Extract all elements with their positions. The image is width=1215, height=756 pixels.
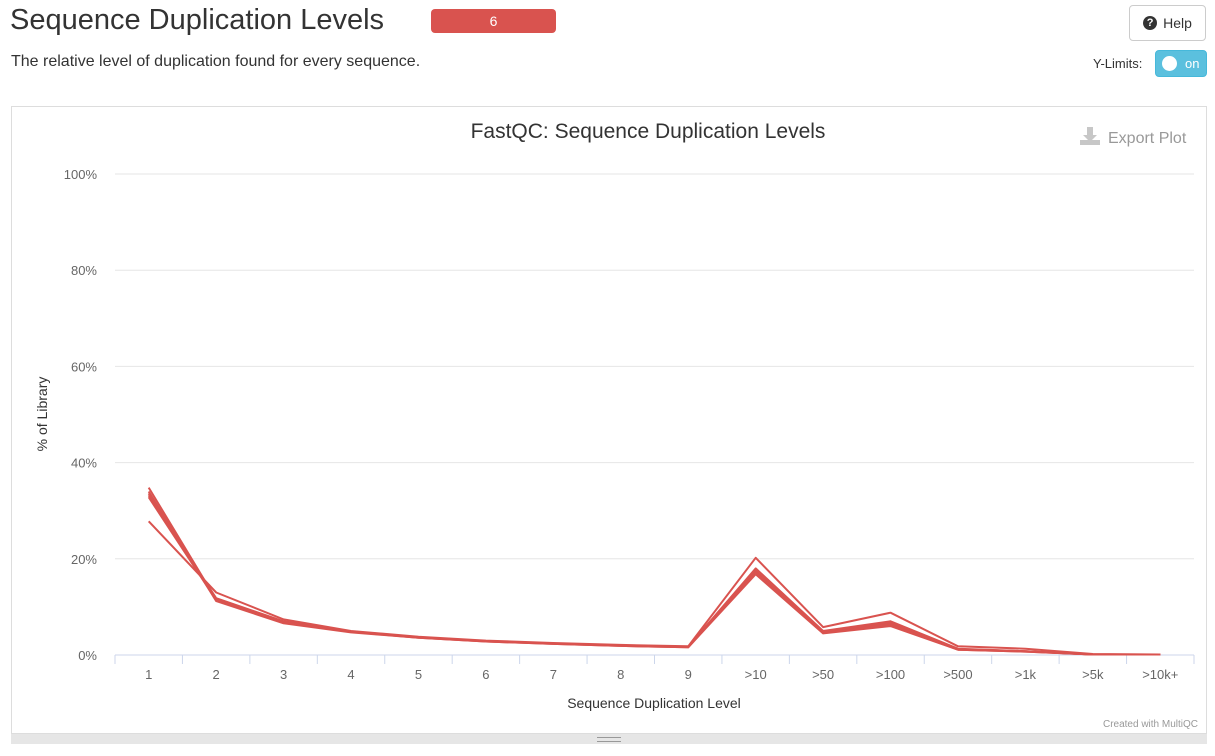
export-plot-label: Export Plot <box>1108 130 1187 147</box>
grip-icon <box>597 736 621 742</box>
x-axis: 1 2 3 4 5 6 7 8 9 >10 >50 >100 >500 >1k >5k >10k+ <box>114 654 1195 682</box>
question-circle-icon: ? <box>1143 16 1158 30</box>
series-lines <box>147 487 1161 656</box>
series-line-1[interactable] <box>147 487 1161 656</box>
x-tick-label: 1 <box>145 667 152 682</box>
series-line-5[interactable] <box>147 492 1161 656</box>
y-tick-label: 60% <box>71 359 97 374</box>
x-tick-label: 5 <box>415 667 422 682</box>
x-tick-label: 2 <box>213 667 220 682</box>
export-plot-button[interactable]: Export Plot <box>1080 127 1187 147</box>
x-tick-label: >100 <box>876 667 905 682</box>
y-tick-label: 0% <box>78 648 97 663</box>
help-button[interactable]: ? Help <box>1129 5 1206 41</box>
page-title: Sequence Duplication Levels <box>10 4 385 36</box>
y-tick-label: 40% <box>71 456 97 471</box>
y-axis-label: % of Library <box>34 377 50 452</box>
x-tick-label: 7 <box>550 667 557 682</box>
ylimits-label: Y-Limits: <box>1093 56 1143 71</box>
x-tick-label: 9 <box>685 667 692 682</box>
toggle-label: on <box>1185 56 1200 71</box>
series-line-3[interactable] <box>147 494 1161 656</box>
y-tick-label: 20% <box>71 552 97 567</box>
y-tick-label: 80% <box>71 263 97 278</box>
x-tick-label: >5k <box>1082 667 1104 682</box>
x-tick-label: >10 <box>745 667 767 682</box>
section-description: The relative level of duplication found … <box>11 53 421 70</box>
y-axis-ticks: 0% 20% 40% 60% 80% 100% <box>64 167 98 663</box>
x-tick-label: >50 <box>812 667 834 682</box>
plot-container: 0% 20% 40% 60% 80% 100% 1 2 3 4 5 6 7 8 9 >10 >50 >100 >5… <box>11 106 1207 734</box>
x-tick-label: >500 <box>943 667 972 682</box>
x-tick-label: 8 <box>617 667 624 682</box>
y-tick-label: 100% <box>64 167 98 182</box>
x-tick-label: 3 <box>280 667 287 682</box>
series-line-6[interactable] <box>147 520 1161 656</box>
download-icon <box>1080 127 1100 145</box>
chart-title: FastQC: Sequence Duplication Levels <box>471 120 826 143</box>
series-line-2[interactable] <box>147 490 1161 656</box>
x-tick-label: 4 <box>347 667 354 682</box>
status-badge: 6 <box>431 9 556 33</box>
ylimits-toggle[interactable]: on <box>1155 50 1207 77</box>
x-tick-label: >1k <box>1015 667 1037 682</box>
x-tick-label: >10k+ <box>1142 667 1178 682</box>
grid-lines <box>115 173 1194 560</box>
help-button-label: Help <box>1163 15 1192 31</box>
line-chart: 0% 20% 40% 60% 80% 100% 1 2 3 4 5 6 7 8 9 >10 >50 >100 >5… <box>34 120 1198 730</box>
toggle-knob <box>1162 56 1177 71</box>
plot-resize-handle[interactable] <box>11 734 1207 744</box>
series-line-4[interactable] <box>147 496 1161 656</box>
x-axis-label: Sequence Duplication Level <box>567 695 741 711</box>
multiqc-credit: Created with MultiQC <box>1103 719 1198 730</box>
x-tick-label: 6 <box>482 667 489 682</box>
